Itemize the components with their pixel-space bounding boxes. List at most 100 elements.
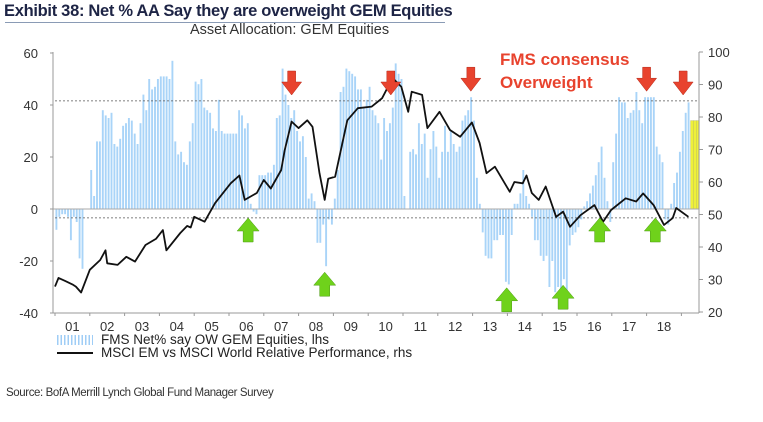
bar <box>81 209 84 269</box>
bar <box>606 201 609 209</box>
buy-arrow-icon <box>551 284 575 310</box>
bar <box>452 144 455 209</box>
bar <box>241 115 243 209</box>
bar <box>180 151 183 209</box>
bar <box>357 89 359 209</box>
bar <box>104 115 107 209</box>
bar <box>125 123 127 209</box>
bar <box>217 99 220 209</box>
bar <box>571 209 574 235</box>
bar <box>478 203 481 209</box>
bar <box>647 97 649 209</box>
bar <box>510 209 513 235</box>
bar <box>183 162 185 209</box>
right-tick-label: 100 <box>708 45 730 60</box>
exhibit-title: Exhibit 38: Net % AA Say they are overwe… <box>4 2 453 20</box>
bar <box>110 112 113 209</box>
bar <box>261 175 264 209</box>
bar <box>226 133 229 209</box>
bar <box>258 175 261 209</box>
bar <box>383 118 386 209</box>
bar <box>626 118 629 209</box>
bar <box>475 177 478 209</box>
legend-swatch-line <box>57 351 93 354</box>
bar <box>122 125 125 209</box>
bar <box>560 209 562 295</box>
bar <box>461 120 464 209</box>
bar <box>380 159 383 209</box>
left-tick-label: -20 <box>19 254 38 269</box>
annotation-line-2: Overweight <box>500 73 593 92</box>
bar <box>101 110 104 209</box>
bar <box>249 203 252 209</box>
bar <box>499 209 502 235</box>
bar <box>412 149 415 209</box>
left-tick-label: -40 <box>19 306 38 321</box>
bar <box>551 209 554 261</box>
bar <box>684 112 687 209</box>
bar <box>238 110 241 209</box>
bar <box>93 196 96 209</box>
x-tick-label: 12 <box>448 319 462 334</box>
bar <box>470 97 473 209</box>
bar <box>313 201 316 209</box>
bar <box>446 151 449 209</box>
bar <box>583 206 586 209</box>
bar <box>290 118 293 209</box>
bar <box>139 123 142 209</box>
bar <box>455 151 458 209</box>
bar <box>264 175 267 209</box>
bar <box>130 120 133 209</box>
bar <box>409 151 412 209</box>
bar <box>365 99 368 209</box>
bar <box>403 196 406 209</box>
bar <box>133 133 136 209</box>
bar <box>676 172 678 209</box>
bar <box>223 133 226 209</box>
x-tick-label: 17 <box>622 319 636 334</box>
bar <box>635 92 638 209</box>
bar <box>597 162 600 209</box>
bar <box>127 118 130 209</box>
bar <box>325 209 328 267</box>
bar <box>539 209 542 256</box>
bar <box>652 97 655 209</box>
bar <box>359 89 362 209</box>
x-tick-label: 01 <box>65 319 79 334</box>
bar <box>67 209 69 217</box>
bar <box>310 193 313 209</box>
bar <box>151 89 154 209</box>
bar <box>562 209 565 280</box>
buy-arrow-icon <box>313 271 337 297</box>
bar <box>513 203 516 209</box>
bar <box>287 105 290 209</box>
bar <box>667 209 670 225</box>
legend-label-line: MSCI EM vs MSCI World Relative Performan… <box>101 345 413 360</box>
legend-swatch-bars <box>57 334 93 345</box>
bar <box>432 131 435 209</box>
title-divider <box>5 22 445 23</box>
bar <box>116 146 119 209</box>
bar <box>638 110 641 209</box>
bar <box>603 177 606 209</box>
bar <box>649 97 652 209</box>
bar <box>681 131 684 209</box>
relative-performance-line <box>54 77 689 294</box>
bar <box>690 120 694 210</box>
bar <box>507 209 510 285</box>
bar <box>449 131 452 209</box>
bar <box>615 133 618 209</box>
x-tick-label: 10 <box>378 319 392 334</box>
legend-item-line: MSCI EM vs MSCI World Relative Performan… <box>57 346 412 359</box>
x-tick-label: 18 <box>657 319 671 334</box>
bar <box>78 209 81 259</box>
bar <box>612 162 615 209</box>
bar <box>438 177 441 209</box>
bar <box>299 141 301 209</box>
right-tick-label: 60 <box>708 175 722 190</box>
right-tick-label: 30 <box>708 273 722 288</box>
bar <box>525 196 528 209</box>
sell-arrow-icon <box>281 70 303 96</box>
bar <box>473 120 475 209</box>
bar <box>487 209 490 259</box>
